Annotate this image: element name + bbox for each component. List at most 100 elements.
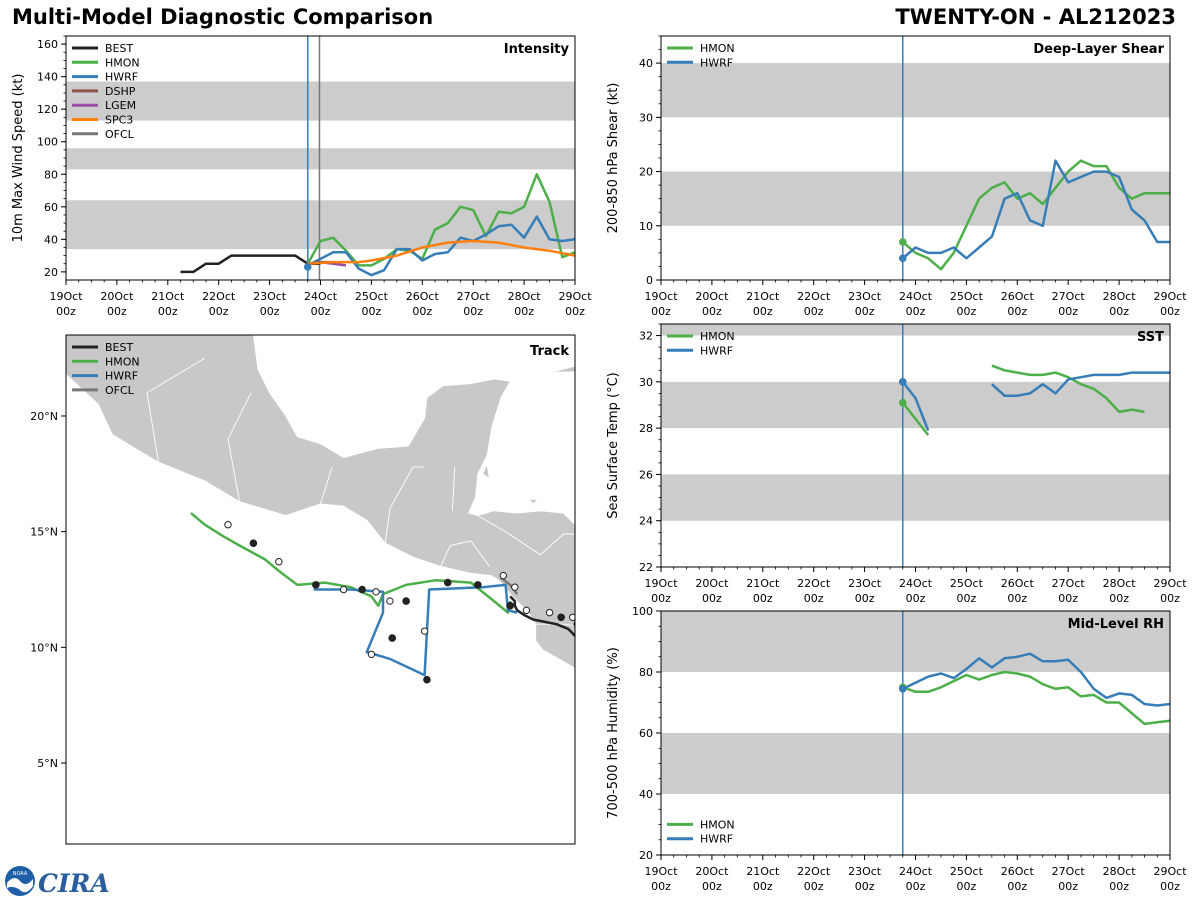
intensity-legend-label-lgem: LGEM — [105, 99, 136, 112]
track-lat-label: 20°N — [30, 410, 58, 423]
intensity-y-tick-label: 20 — [44, 266, 58, 279]
intensity-x-tick-label: 21Oct — [151, 290, 185, 303]
shear-x-tick-sublabel: 00z — [906, 305, 926, 318]
sst-y-tick-label: 24 — [639, 515, 653, 528]
intensity-init-marker-hwrf — [303, 263, 312, 271]
sst-x-tick-sublabel: 00z — [753, 592, 773, 605]
rh-frame — [660, 610, 1171, 856]
rh-band-0 — [661, 733, 1170, 794]
intensity-x-tick-sublabel: 00z — [107, 305, 127, 318]
noaa-seal-text: NOAA — [13, 871, 28, 877]
shear-x-tick-sublabel: 00z — [702, 305, 722, 318]
track-lat-label: 5°N — [37, 757, 58, 770]
intensity-series-spc3 — [307, 239, 576, 265]
rh-x-tick-sublabel: 00z — [906, 880, 926, 893]
rh-x-tick-label: 20Oct — [695, 865, 729, 878]
shear-init-marker-hwrf — [898, 254, 907, 263]
track-forecast-dot — [367, 650, 376, 658]
intensity-y-tick-label: 160 — [37, 38, 58, 51]
sst-x-tick-sublabel: 00z — [957, 592, 977, 605]
rh-x-tick-sublabel: 00z — [1109, 880, 1129, 893]
sst-x-tick-label: 25Oct — [950, 577, 984, 590]
rh-x-tick-label: 27Oct — [1052, 865, 1086, 878]
sst-x-tick-label: 24Oct — [899, 577, 933, 590]
track-position-dot — [506, 601, 515, 610]
track-forecast-dot — [522, 606, 531, 615]
sst-y-tick-label: 22 — [639, 561, 653, 574]
intensity-legend-label-hmon: HMON — [105, 56, 140, 69]
intensity-legend-label-spc3: SPC3 — [105, 114, 133, 127]
shear-x-tick-label: 23Oct — [848, 290, 882, 303]
border-line-6 — [227, 392, 252, 502]
track-position-dot — [249, 539, 258, 548]
rh-y-tick-label: 80 — [639, 666, 653, 679]
sst-y-axis-label: Sea Surface Temp (°C) — [606, 372, 621, 519]
rh-y-tick-label: 40 — [639, 788, 653, 801]
intensity-y-tick-label: 80 — [44, 168, 58, 181]
border-line-0 — [384, 466, 425, 544]
track-forecast-dot — [511, 583, 519, 591]
sst-chart: 22 24 26 28 30 32 19Oct 00z 20Oct 00z 21Oct 00z 22Oc… — [606, 323, 1187, 605]
cira-logo: NOAA CIRA — [5, 866, 110, 898]
shear-y-tick-label: 10 — [639, 220, 653, 233]
sst-x-tick-sublabel: 00z — [651, 592, 671, 605]
noaa-seal-wave-icon — [7, 877, 33, 893]
sst-series-hwrf — [991, 371, 1170, 397]
shear-y-tick-label: 30 — [639, 111, 653, 124]
rh-x-tick-label: 29Oct — [1153, 865, 1187, 878]
intensity-x-tick-label: 20Oct — [100, 290, 134, 303]
sst-x-tick-sublabel: 00z — [702, 592, 722, 605]
sst-x-tick-label: 22Oct — [797, 577, 831, 590]
shear-y-tick-label: 0 — [646, 274, 653, 287]
shear-x-tick-sublabel: 00z — [753, 305, 773, 318]
shear-x-tick-label: 28Oct — [1103, 290, 1137, 303]
intensity-series-hmon — [306, 173, 576, 267]
sst-series-hmon — [901, 401, 930, 436]
sst-x-tick-sublabel: 00z — [1109, 592, 1129, 605]
shear-band-1 — [661, 63, 1170, 118]
intensity-x-tick-sublabel: 00z — [260, 305, 280, 318]
track-forecast-dot — [275, 558, 283, 566]
rh-chart: 20 40 60 80 100 19Oct 00z 20Oct 00z 21Oct 00z 22Oct… — [606, 605, 1187, 893]
track-position-dot — [443, 578, 452, 587]
rh-panel-title: Mid-Level RH — [1068, 617, 1164, 632]
sst-legend-label-hwrf: HWRF — [700, 344, 733, 357]
intensity-x-tick-label: 25Oct — [355, 290, 389, 303]
sst-series-hmon — [991, 364, 1145, 414]
intensity-legend-label-hwrf: HWRF — [105, 71, 138, 84]
track-forecast-dot — [576, 635, 582, 641]
shear-band-0 — [661, 171, 1170, 226]
intensity-y-tick-label: 60 — [44, 201, 58, 214]
rh-x-tick-label: 26Oct — [1001, 865, 1035, 878]
track-forecast-dot — [339, 585, 348, 594]
figure-title: Multi-Model Diagnostic Comparison — [12, 5, 434, 29]
border-line-3 — [477, 515, 575, 556]
track-forecast-dot — [568, 613, 575, 621]
shear-y-tick-label: 20 — [639, 166, 653, 179]
shear-x-tick-sublabel: 00z — [1007, 305, 1027, 318]
track-legend-label-hmon: HMON — [105, 355, 140, 368]
intensity-x-tick-sublabel: 00z — [412, 305, 432, 318]
rh-band-1 — [661, 611, 1170, 672]
sst-y-tick-label: 30 — [639, 376, 653, 389]
rh-x-tick-sublabel: 00z — [804, 880, 824, 893]
sst-x-tick-sublabel: 00z — [906, 592, 926, 605]
track-position-dot — [388, 634, 397, 642]
track-position-dot — [358, 585, 366, 594]
sst-x-tick-sublabel: 00z — [804, 592, 824, 605]
sst-frame — [660, 323, 1171, 568]
rh-y-tick-label: 20 — [639, 849, 653, 862]
shear-x-tick-label: 26Oct — [1001, 290, 1035, 303]
sst-x-tick-sublabel: 00z — [1160, 592, 1180, 605]
intensity-legend-label-best: BEST — [105, 42, 133, 55]
intensity-x-tick-label: 24Oct — [304, 290, 338, 303]
sst-panel-title: SST — [1137, 330, 1164, 345]
shear-y-tick-label: 40 — [639, 57, 653, 70]
track-series-hwrf — [313, 583, 518, 677]
border-line-4 — [535, 623, 575, 627]
land-polygon-4 — [527, 498, 539, 505]
track-position-dot — [580, 634, 588, 642]
intensity-x-tick-label: 19Oct — [49, 290, 83, 303]
sst-x-tick-label: 19Oct — [644, 577, 678, 590]
